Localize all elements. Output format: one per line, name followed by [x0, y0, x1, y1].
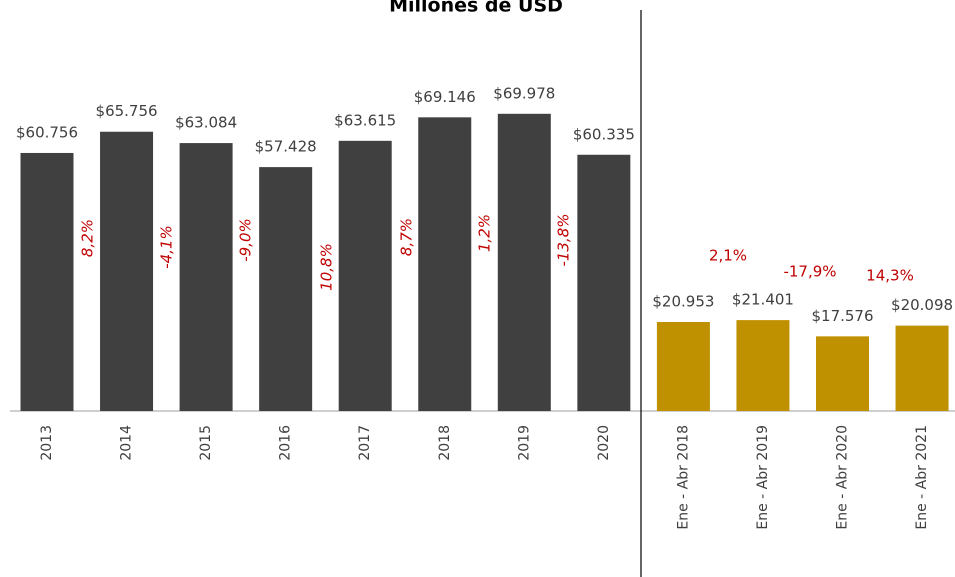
bar	[736, 320, 790, 411]
growth-label: -17,9%	[783, 263, 836, 281]
chart-title: Millones de USD	[389, 0, 563, 17]
value-label: $57.428	[255, 138, 317, 156]
bar	[100, 131, 154, 412]
x-tick-label: 2013	[39, 425, 55, 461]
growth-label: -13,8%	[555, 213, 573, 266]
value-label: $21.401	[732, 291, 794, 309]
bar	[259, 167, 313, 411]
value-label: $69.978	[493, 84, 555, 102]
growth-label: -4,1%	[158, 225, 176, 269]
growth-label: -9,0%	[237, 218, 255, 262]
x-tick-label: Ene - Abr 2020	[835, 425, 851, 530]
value-label: $17.576	[811, 307, 873, 325]
value-label: $60.335	[573, 125, 635, 143]
x-tick-label: 2016	[278, 425, 294, 461]
growth-label: 8,7%	[398, 218, 416, 256]
bar	[338, 140, 392, 411]
x-tick-label: 2018	[437, 425, 453, 461]
value-label: $65.756	[96, 102, 158, 120]
x-tick-label: Ene - Abr 2018	[675, 425, 691, 530]
x-tick-label: 2014	[119, 425, 135, 461]
x-tick-label: 2015	[198, 425, 214, 461]
value-label: $63.615	[334, 111, 396, 129]
x-tick-label: 2019	[516, 425, 532, 461]
bar	[20, 152, 74, 411]
bar	[577, 154, 631, 411]
growth-label: 10,8%	[318, 243, 336, 291]
x-tick-label: 2017	[357, 425, 373, 461]
bar	[179, 143, 233, 411]
value-label: $20.953	[652, 293, 714, 311]
x-tick-label: 2020	[596, 425, 612, 461]
value-label: $60.756	[16, 123, 78, 141]
x-tick-label: Ene - Abr 2019	[755, 425, 771, 530]
growth-label: 8,2%	[79, 219, 97, 257]
value-label: $69.146	[414, 88, 476, 106]
bar	[656, 322, 710, 411]
bar	[895, 325, 949, 411]
bar	[816, 336, 869, 411]
growth-label: 1,2%	[476, 214, 494, 252]
value-label: $63.084	[175, 114, 237, 132]
growth-label: 14,3%	[866, 267, 914, 285]
x-tick-label: Ene - Abr 2021	[914, 425, 930, 530]
value-label: $20.098	[891, 296, 953, 314]
bar	[497, 113, 551, 411]
bar	[418, 117, 472, 411]
growth-label: 2,1%	[709, 247, 747, 265]
